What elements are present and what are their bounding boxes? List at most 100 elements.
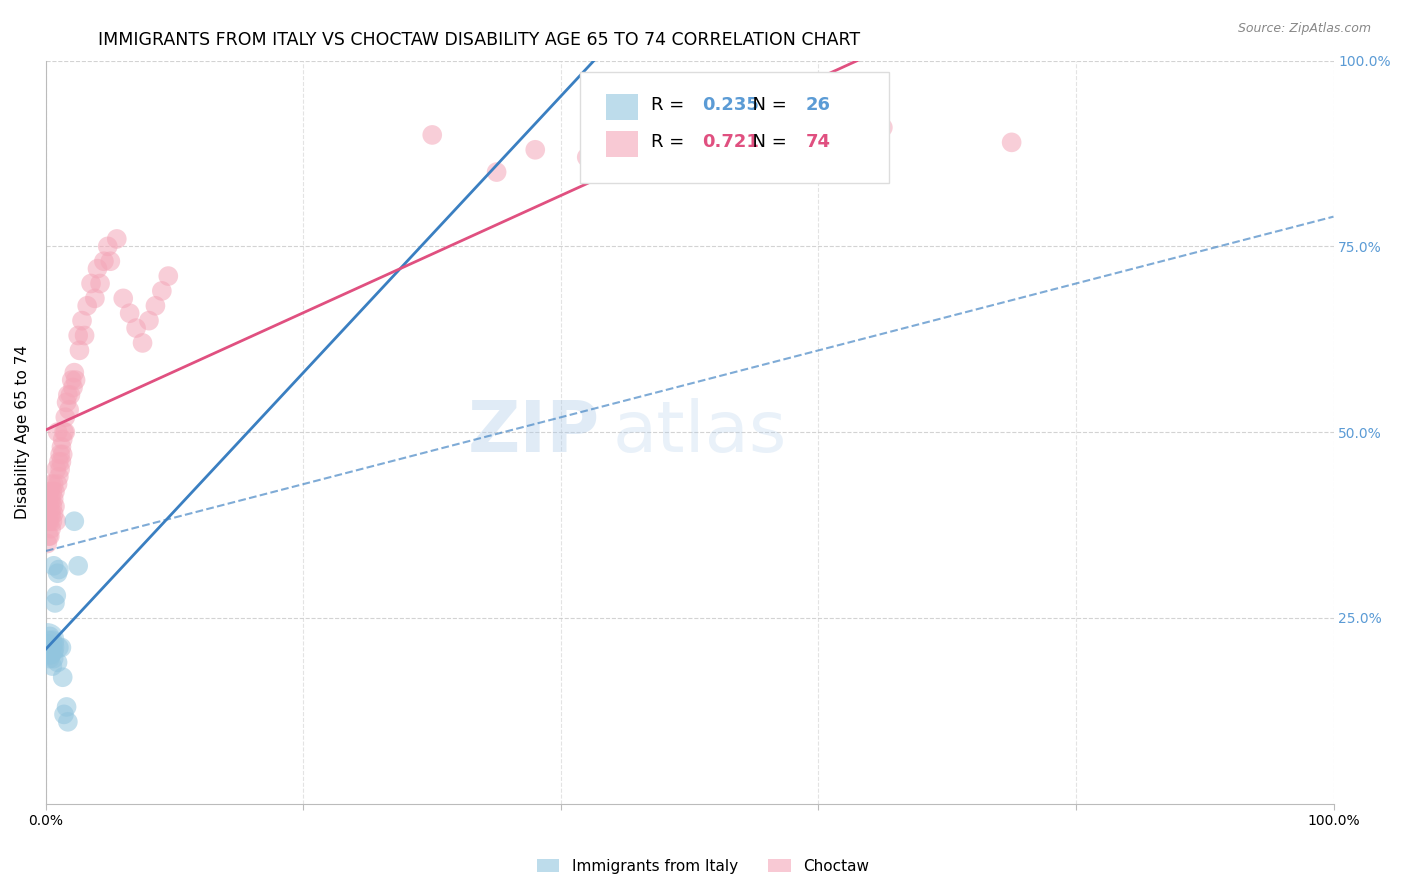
Point xyxy=(42,644,65,658)
Point xyxy=(41,514,63,528)
Point xyxy=(38,514,60,528)
Point xyxy=(112,291,135,305)
Text: Source: ZipAtlas.com: Source: ZipAtlas.com xyxy=(1237,22,1371,36)
Point xyxy=(48,562,70,576)
Point xyxy=(53,707,76,722)
Point xyxy=(118,306,141,320)
Point xyxy=(39,477,62,491)
Text: 74: 74 xyxy=(806,134,831,152)
Text: R =: R = xyxy=(651,134,690,152)
Text: 26: 26 xyxy=(806,96,831,114)
Point xyxy=(39,507,62,521)
Point xyxy=(55,395,77,409)
Point xyxy=(44,500,66,514)
Point xyxy=(63,514,86,528)
Point xyxy=(575,150,598,164)
Point xyxy=(49,447,72,461)
Point xyxy=(524,143,547,157)
Point xyxy=(56,388,79,402)
Point xyxy=(42,507,65,521)
Point xyxy=(105,232,128,246)
Point xyxy=(42,477,65,491)
Text: R =: R = xyxy=(651,96,690,114)
Point xyxy=(125,321,148,335)
Point xyxy=(38,629,60,643)
FancyBboxPatch shape xyxy=(581,71,890,183)
Y-axis label: Disability Age 65 to 74: Disability Age 65 to 74 xyxy=(15,345,30,519)
Point xyxy=(39,491,62,506)
Point xyxy=(150,284,173,298)
Point xyxy=(52,433,75,447)
Point xyxy=(1001,136,1024,150)
Point xyxy=(80,277,103,291)
Point xyxy=(42,491,65,506)
Point xyxy=(55,700,77,714)
Point xyxy=(420,128,443,142)
Point xyxy=(679,128,702,142)
Point xyxy=(65,373,87,387)
Point xyxy=(872,120,894,135)
Text: N =: N = xyxy=(741,96,793,114)
Point xyxy=(38,529,60,543)
Point xyxy=(69,343,91,358)
Point xyxy=(38,514,60,528)
Point xyxy=(46,566,69,581)
Point xyxy=(157,269,180,284)
Point xyxy=(37,640,59,655)
Point xyxy=(52,447,75,461)
Point xyxy=(131,335,153,350)
Point xyxy=(48,469,70,483)
Point xyxy=(42,651,65,665)
Point xyxy=(89,277,111,291)
Point xyxy=(41,659,63,673)
Point xyxy=(56,714,79,729)
Bar xyxy=(606,94,638,120)
Point xyxy=(38,529,60,543)
Bar xyxy=(606,131,638,157)
Point xyxy=(742,143,765,157)
Point xyxy=(58,402,80,417)
Point xyxy=(41,633,63,648)
Point xyxy=(73,328,96,343)
Point xyxy=(37,633,59,648)
Point xyxy=(86,261,108,276)
Point xyxy=(37,514,59,528)
Point xyxy=(97,239,120,253)
Point xyxy=(42,558,65,573)
Point xyxy=(83,291,105,305)
Point xyxy=(53,410,76,425)
Point xyxy=(45,589,67,603)
Point xyxy=(53,425,76,439)
Point xyxy=(62,380,84,394)
Point xyxy=(51,440,73,454)
Point xyxy=(44,484,66,499)
Text: N =: N = xyxy=(741,134,793,152)
Point xyxy=(38,484,60,499)
Text: 0.235: 0.235 xyxy=(703,96,759,114)
Point xyxy=(48,640,70,655)
Point xyxy=(53,425,76,439)
Point xyxy=(48,455,70,469)
Point xyxy=(41,640,63,655)
Point xyxy=(37,500,59,514)
Point xyxy=(44,596,66,610)
Point xyxy=(37,536,59,550)
Point xyxy=(38,491,60,506)
Point xyxy=(138,313,160,327)
Point xyxy=(39,522,62,536)
Point xyxy=(38,637,60,651)
Point xyxy=(93,254,115,268)
Point xyxy=(76,299,98,313)
Point xyxy=(485,165,508,179)
Point xyxy=(41,484,63,499)
Point xyxy=(39,640,62,655)
Point xyxy=(51,455,73,469)
Point xyxy=(39,648,62,662)
Point xyxy=(145,299,167,313)
Point xyxy=(60,373,83,387)
Text: ZIP: ZIP xyxy=(467,398,599,467)
Point xyxy=(41,500,63,514)
Point xyxy=(63,366,86,380)
Text: 0.721: 0.721 xyxy=(703,134,759,152)
Point xyxy=(98,254,121,268)
